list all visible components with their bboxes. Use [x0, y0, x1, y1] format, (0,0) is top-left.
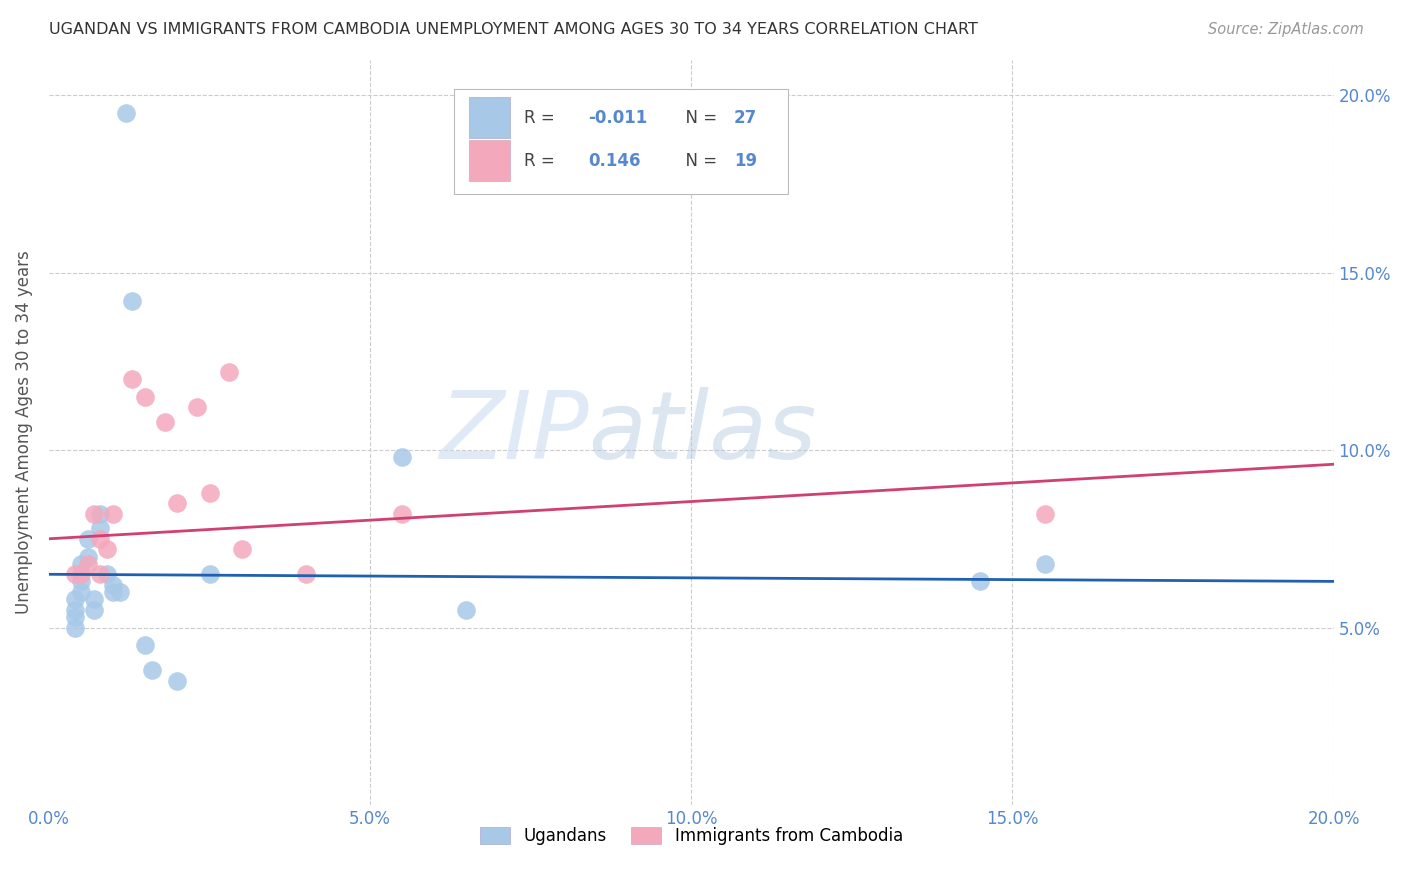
Point	[89, 567, 111, 582]
Point	[63, 610, 86, 624]
Text: atlas: atlas	[589, 387, 817, 478]
Point	[63, 592, 86, 607]
Point	[231, 542, 253, 557]
Text: 27: 27	[734, 109, 756, 127]
Point	[89, 521, 111, 535]
Point	[89, 532, 111, 546]
Text: ZIP: ZIP	[439, 387, 589, 478]
Point	[134, 390, 156, 404]
Point	[76, 557, 98, 571]
Point	[456, 603, 478, 617]
Point	[115, 106, 138, 120]
Text: UGANDAN VS IMMIGRANTS FROM CAMBODIA UNEMPLOYMENT AMONG AGES 30 TO 34 YEARS CORRE: UGANDAN VS IMMIGRANTS FROM CAMBODIA UNEM…	[49, 22, 979, 37]
Text: R =: R =	[524, 152, 561, 170]
Point	[70, 557, 93, 571]
Text: R =: R =	[524, 109, 561, 127]
Point	[198, 485, 221, 500]
Point	[83, 603, 105, 617]
Point	[391, 507, 413, 521]
Point	[96, 542, 118, 557]
Legend: Ugandans, Immigrants from Cambodia: Ugandans, Immigrants from Cambodia	[479, 827, 903, 845]
Point	[70, 574, 93, 589]
Point	[108, 585, 131, 599]
Point	[134, 638, 156, 652]
Text: N =: N =	[675, 152, 721, 170]
Point	[83, 592, 105, 607]
Point	[76, 532, 98, 546]
Y-axis label: Unemployment Among Ages 30 to 34 years: Unemployment Among Ages 30 to 34 years	[15, 251, 32, 615]
Text: N =: N =	[675, 109, 721, 127]
Point	[969, 574, 991, 589]
FancyBboxPatch shape	[454, 89, 787, 194]
Text: Source: ZipAtlas.com: Source: ZipAtlas.com	[1208, 22, 1364, 37]
Point	[76, 549, 98, 564]
Point	[198, 567, 221, 582]
Point	[103, 578, 125, 592]
Point	[63, 567, 86, 582]
Point	[166, 673, 188, 688]
Point	[70, 585, 93, 599]
Point	[1033, 507, 1056, 521]
Point	[83, 507, 105, 521]
Text: -0.011: -0.011	[589, 109, 648, 127]
Point	[89, 507, 111, 521]
Point	[121, 372, 143, 386]
Point	[153, 415, 176, 429]
Point	[63, 603, 86, 617]
FancyBboxPatch shape	[470, 97, 510, 138]
Point	[166, 496, 188, 510]
Point	[1033, 557, 1056, 571]
Point	[63, 621, 86, 635]
Point	[186, 401, 208, 415]
Point	[121, 293, 143, 308]
Point	[295, 567, 318, 582]
Point	[218, 365, 240, 379]
Text: 19: 19	[734, 152, 756, 170]
Point	[141, 663, 163, 677]
Point	[391, 450, 413, 465]
Point	[70, 567, 93, 582]
Text: 0.146: 0.146	[589, 152, 641, 170]
Point	[103, 585, 125, 599]
Point	[103, 507, 125, 521]
FancyBboxPatch shape	[470, 140, 510, 181]
Point	[96, 567, 118, 582]
